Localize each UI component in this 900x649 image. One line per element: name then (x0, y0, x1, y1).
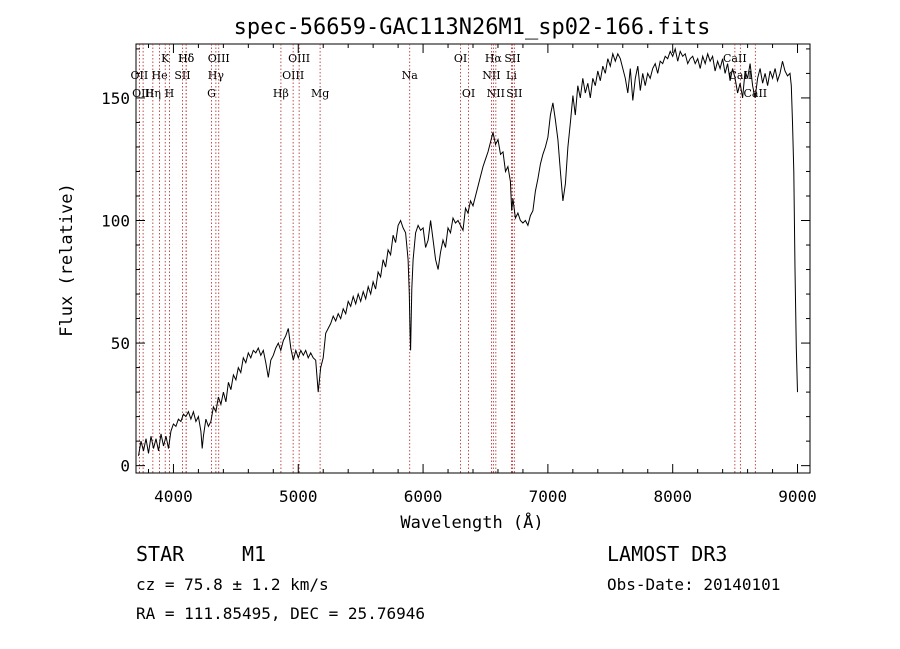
emission-line-label: OI (454, 52, 467, 65)
emission-line-markers (138, 44, 756, 473)
emission-line-label: Na (402, 69, 419, 82)
x-tick-label: 7000 (529, 487, 568, 506)
emission-line-label: Mg (311, 87, 329, 100)
emission-line-label: Hα (485, 52, 503, 65)
emission-line-label: Hγ (208, 69, 225, 82)
y-tick-label: 100 (101, 212, 130, 231)
y-axis-label: Flux (relative) (57, 183, 77, 337)
emission-line-label: OI (462, 87, 475, 100)
emission-line-label: CaII (723, 52, 747, 65)
y-axis-ticks: 0 50 100 150 (101, 48, 810, 476)
emission-line-label: SII (506, 87, 522, 100)
object-class-label: STAR (136, 542, 185, 566)
y-tick-label: 150 (101, 89, 130, 108)
x-axis-label: Wavelength (Å) (400, 511, 543, 533)
emission-line-label: H (165, 87, 175, 100)
y-tick-label: 0 (120, 457, 130, 476)
emission-line-label: OIII (288, 52, 310, 65)
emission-line-label: OIII (208, 52, 230, 65)
x-tick-label: 9000 (778, 487, 817, 506)
obs-date-text: Obs-Date: 20140101 (607, 575, 781, 594)
spectrum-series-line (138, 46, 798, 456)
survey-label: LAMOST DR3 (607, 542, 728, 566)
emission-line-label: OII (131, 69, 149, 82)
redshift-text: cz = 75.8 ± 1.2 km/s (136, 575, 329, 594)
object-subclass-label: M1 (242, 542, 267, 566)
emission-line-label: G (207, 87, 216, 100)
emission-line-label: OIII (282, 69, 304, 82)
x-tick-label: 6000 (404, 487, 443, 506)
y-tick-label: 50 (111, 334, 130, 353)
emission-line-label: NII (482, 69, 500, 82)
plot-frame (135, 43, 811, 474)
x-axis-ticks: 4000 5000 6000 7000 8000 9000 (147, 44, 817, 506)
emission-line-label: Hη (145, 87, 161, 100)
emission-line-label: Li (506, 69, 517, 82)
emission-line-label: Hδ (178, 52, 195, 65)
emission-line-label: NII (487, 87, 505, 100)
coordinates-text: RA = 111.85495, DEC = 25.76946 (136, 604, 425, 623)
chart-title: spec-56659-GAC113N26M1_sp02-166.fits (234, 15, 711, 40)
x-tick-label: 4000 (154, 487, 193, 506)
emission-line-label: K (161, 52, 170, 65)
emission-line-label: OIII (132, 87, 154, 100)
emission-line-label: SII (504, 52, 520, 65)
emission-line-label: Hδ (178, 52, 195, 65)
emission-line-label: SII (174, 69, 190, 82)
emission-line-label: Hβ (273, 87, 289, 100)
emission-line-label: CaII (729, 69, 753, 82)
emission-line-label: He (152, 69, 168, 82)
x-tick-label: 8000 (653, 487, 692, 506)
x-tick-label: 5000 (279, 487, 318, 506)
